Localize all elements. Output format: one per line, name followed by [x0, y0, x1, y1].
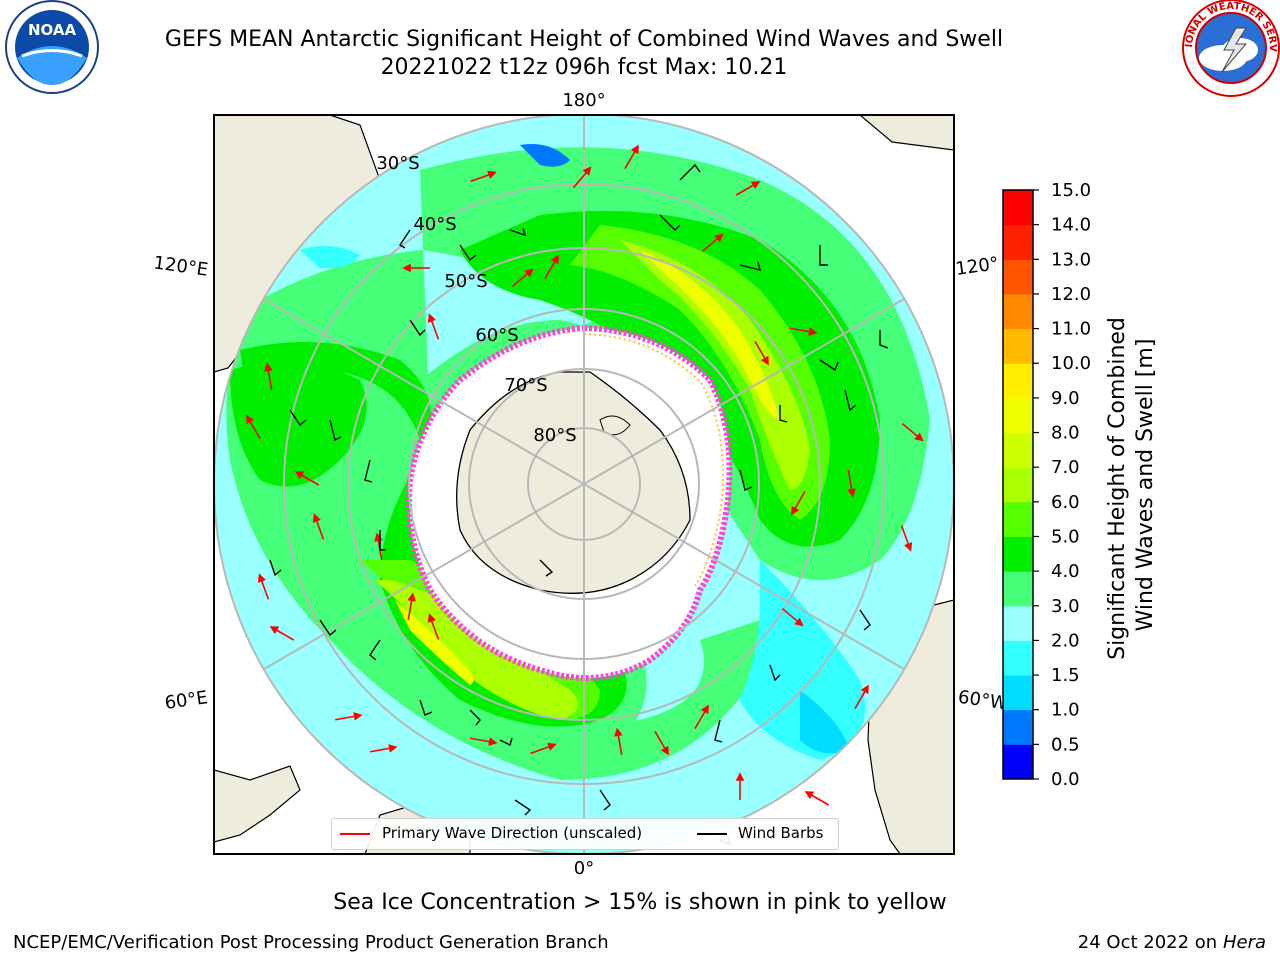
colorbar-tick-label: 0.5: [1051, 734, 1080, 755]
lon-label-120w: 120°: [954, 253, 1000, 280]
colorbar-segment: [1003, 467, 1033, 503]
colorbar-tick-label: 8.0: [1051, 423, 1080, 444]
colorbar-tick-label: 6.0: [1051, 492, 1080, 513]
chart-title: GEFS MEAN Antarctic Significant Height o…: [164, 27, 1004, 52]
colorbar-tick-label: 10.0: [1051, 353, 1091, 374]
nws-logo-icon: NATIONAL WEATHER SERVICE: [0, 0, 1280, 97]
colorbar-segment: [1003, 501, 1033, 537]
colorbar-border: [1002, 189, 1034, 780]
footer-host: Hera: [1222, 932, 1266, 953]
colorbar: 0.0 0.5 1.0 1.5 2.0 3.0 4.0 5.0 6.0 7.0 8.0 9.0 10.0…: [1002, 180, 1091, 790]
map-legend: Primary Wave Direction (unscaled) Wind B…: [331, 818, 839, 850]
lat-label-40s: 40°S: [413, 214, 456, 235]
colorbar-tick-label: 3.0: [1051, 596, 1080, 617]
sea-ice-note: Sea Ice Concentration > 15% is shown in …: [333, 890, 947, 915]
colorbar-segment: [1003, 571, 1033, 607]
lat-label-70s: 70°S: [504, 375, 547, 396]
colorbar-segment: [1003, 190, 1033, 226]
colorbar-segment: [1003, 328, 1033, 364]
colorbar-segment: [1003, 640, 1033, 676]
lat-label-30s: 30°S: [376, 153, 419, 174]
colorbar-tick-label: 1.0: [1051, 700, 1080, 721]
colorbar-tick-label: 7.0: [1051, 457, 1080, 478]
colorbar-tick-label: 15.0: [1051, 180, 1091, 201]
colorbar-title: Significant Height of Combined Wind Wave…: [1105, 310, 1158, 660]
colorbar-tick-label: 13.0: [1051, 249, 1091, 270]
colorbar-segment: [1003, 605, 1033, 641]
colorbar-segment: [1003, 363, 1033, 399]
colorbar-tick-label: 5.0: [1051, 526, 1080, 547]
lon-label-0: 0°: [574, 858, 594, 879]
wind-legend-swatch: [697, 833, 727, 835]
colorbar-tick-label: 0.0: [1051, 769, 1080, 790]
lon-label-60w: 60°W: [957, 687, 1009, 715]
wind-legend-label: Wind Barbs: [738, 824, 824, 842]
lon-label-120e: 120°E: [152, 252, 209, 280]
colorbar-tick-label: 4.0: [1051, 561, 1080, 582]
wave-direction-arrows: [246, 144, 924, 806]
chart-subtitle-run: 20221022 t12z 096h fcst Max: 10.21: [380, 55, 788, 80]
colorbar-tick-label: 1.5: [1051, 665, 1080, 686]
graticule: [214, 115, 954, 854]
lat-label-50s: 50°S: [444, 271, 487, 292]
colorbar-tick-label: 14.0: [1051, 215, 1091, 236]
colorbar-segment: [1003, 397, 1033, 434]
noaa-logo-icon: NOAA: [5, 0, 99, 94]
antarctica: [406, 324, 733, 681]
noaa-logo-text: NOAA: [28, 21, 77, 39]
lon-label-60e: 60°E: [163, 687, 209, 714]
colorbar-segment: [1003, 432, 1033, 468]
colorbar-tick-label: 12.0: [1051, 284, 1091, 305]
footer-date: 24 Oct 2022 on Hera: [1077, 932, 1266, 953]
colorbar-segment: [1003, 293, 1033, 330]
nws-logo-text: NATIONAL WEATHER SERVICE: [0, 0, 1278, 52]
lat-label-80s: 80°S: [533, 425, 576, 446]
lat-label-60s: 60°S: [475, 325, 518, 346]
colorbar-segment: [1003, 259, 1033, 295]
colorbar-segment: [1003, 224, 1033, 260]
colorbar-segment: [1003, 709, 1033, 745]
lon-label-180: 180°: [562, 90, 605, 111]
colorbar-tick-label: 9.0: [1051, 388, 1080, 409]
colorbar-tick-label: 2.0: [1051, 630, 1080, 651]
colorbar-tick-label: 11.0: [1051, 319, 1091, 340]
colorbar-segment: [1003, 675, 1033, 711]
colorbar-segment: [1003, 536, 1033, 572]
footer-producer: NCEP/EMC/Verification Post Processing Pr…: [13, 932, 609, 953]
wave-legend-swatch: [340, 833, 370, 835]
wave-legend-label: Primary Wave Direction (unscaled): [382, 824, 643, 842]
colorbar-segment: [1003, 744, 1033, 780]
